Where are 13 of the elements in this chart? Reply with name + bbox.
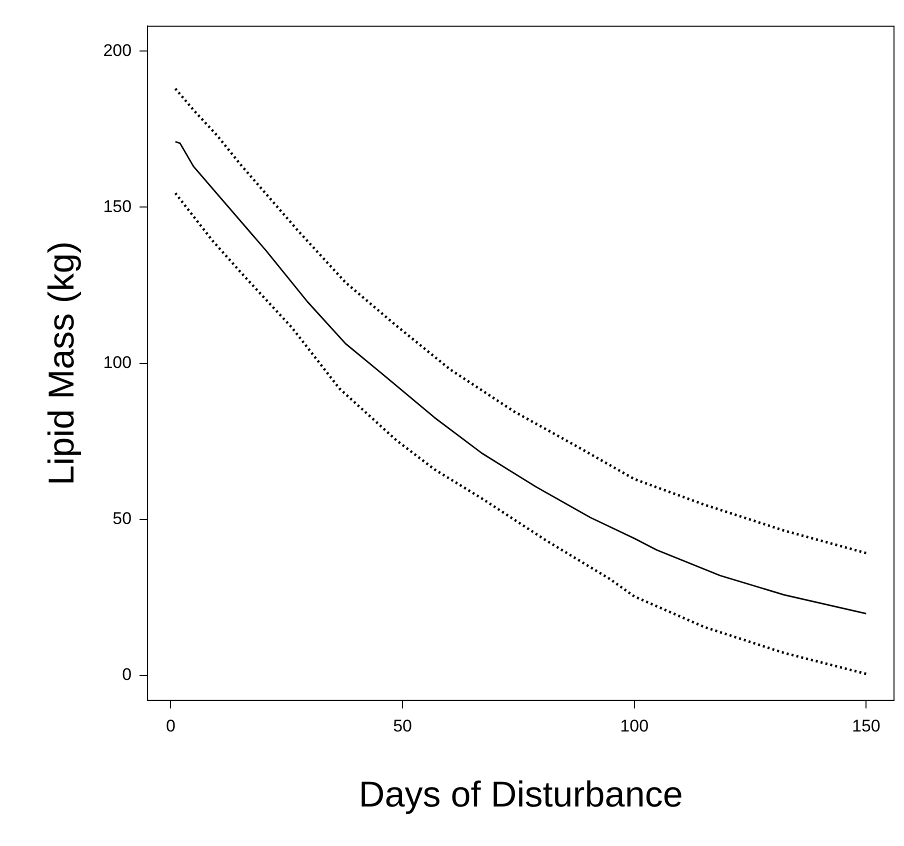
y-tick-label: 50 xyxy=(112,509,132,528)
line-series xyxy=(174,192,868,676)
x-tick-label: 150 xyxy=(852,716,880,736)
x-tick-label: 100 xyxy=(620,716,649,736)
line-series xyxy=(174,87,868,554)
x-tick-label: 50 xyxy=(393,716,412,736)
y-axis-title: Lipid Mass (kg) xyxy=(40,241,82,486)
y-tick-label: 100 xyxy=(103,352,132,372)
y-tick-label: 150 xyxy=(103,196,132,216)
y-tick-label: 0 xyxy=(122,665,132,684)
x-axis-title: Days of Disturbance xyxy=(358,773,683,814)
x-tick-label: 0 xyxy=(166,716,176,736)
y-tick-label: 200 xyxy=(103,40,132,60)
